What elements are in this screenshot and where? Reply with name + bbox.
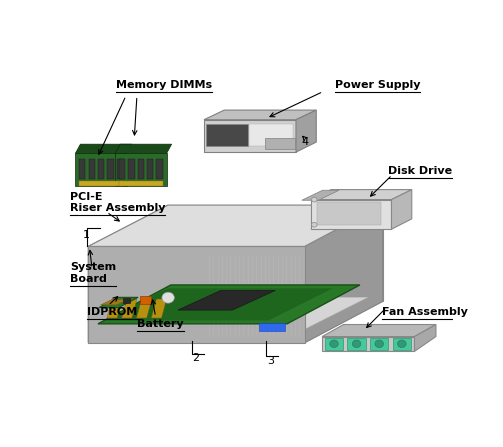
Circle shape xyxy=(162,292,175,303)
Bar xyxy=(206,124,248,146)
Text: Memory DIMMs: Memory DIMMs xyxy=(116,80,212,90)
Polygon shape xyxy=(204,110,316,120)
Text: Battery: Battery xyxy=(137,319,184,329)
Bar xyxy=(98,159,104,179)
Text: Power Supply: Power Supply xyxy=(335,80,421,90)
Polygon shape xyxy=(348,337,366,350)
Text: Fan Assembly: Fan Assembly xyxy=(382,308,468,317)
Bar xyxy=(138,159,144,179)
Polygon shape xyxy=(88,205,168,343)
Bar xyxy=(89,159,95,179)
Polygon shape xyxy=(322,325,436,337)
Polygon shape xyxy=(101,299,128,305)
Circle shape xyxy=(329,340,339,348)
Circle shape xyxy=(375,340,383,348)
Polygon shape xyxy=(122,299,137,318)
Polygon shape xyxy=(75,144,132,153)
Circle shape xyxy=(397,340,406,348)
Polygon shape xyxy=(107,299,122,318)
Polygon shape xyxy=(88,246,304,343)
Polygon shape xyxy=(168,205,382,301)
Bar xyxy=(259,323,285,331)
Polygon shape xyxy=(88,301,382,343)
Polygon shape xyxy=(96,297,368,333)
Polygon shape xyxy=(322,337,414,351)
Circle shape xyxy=(352,340,361,348)
Polygon shape xyxy=(151,299,166,318)
Polygon shape xyxy=(325,337,343,350)
Text: 4: 4 xyxy=(301,137,308,148)
Polygon shape xyxy=(296,110,316,152)
Bar xyxy=(107,159,114,179)
Bar xyxy=(123,298,130,303)
Bar xyxy=(117,159,123,179)
Polygon shape xyxy=(115,153,166,186)
Text: IDPROM: IDPROM xyxy=(87,308,137,317)
Polygon shape xyxy=(75,153,127,186)
Polygon shape xyxy=(115,144,172,153)
Polygon shape xyxy=(370,337,388,350)
Polygon shape xyxy=(304,205,382,343)
Polygon shape xyxy=(98,285,360,324)
Bar xyxy=(119,159,125,179)
Polygon shape xyxy=(391,190,412,229)
Bar xyxy=(119,181,162,186)
Polygon shape xyxy=(178,291,275,310)
Bar xyxy=(317,202,381,225)
Bar xyxy=(79,181,123,186)
Bar xyxy=(147,159,153,179)
Circle shape xyxy=(311,222,317,227)
Bar xyxy=(140,296,150,304)
Polygon shape xyxy=(88,205,382,246)
Text: 1: 1 xyxy=(83,230,90,240)
Polygon shape xyxy=(311,190,412,199)
Polygon shape xyxy=(99,297,138,308)
Bar xyxy=(249,124,293,146)
Text: 3: 3 xyxy=(268,356,275,366)
Bar xyxy=(156,159,162,179)
Bar xyxy=(79,159,86,179)
Polygon shape xyxy=(265,138,295,149)
Polygon shape xyxy=(104,288,332,320)
Polygon shape xyxy=(302,190,339,200)
Polygon shape xyxy=(414,325,436,351)
Polygon shape xyxy=(136,299,152,318)
Polygon shape xyxy=(204,120,296,152)
Bar xyxy=(128,159,135,179)
Text: 2: 2 xyxy=(192,353,199,363)
Polygon shape xyxy=(311,199,391,229)
Text: System
Board: System Board xyxy=(70,262,116,284)
Polygon shape xyxy=(393,337,411,350)
Circle shape xyxy=(311,197,317,202)
Text: PCI-E
Riser Assembly: PCI-E Riser Assembly xyxy=(70,191,165,213)
Text: Disk Drive: Disk Drive xyxy=(388,166,452,177)
